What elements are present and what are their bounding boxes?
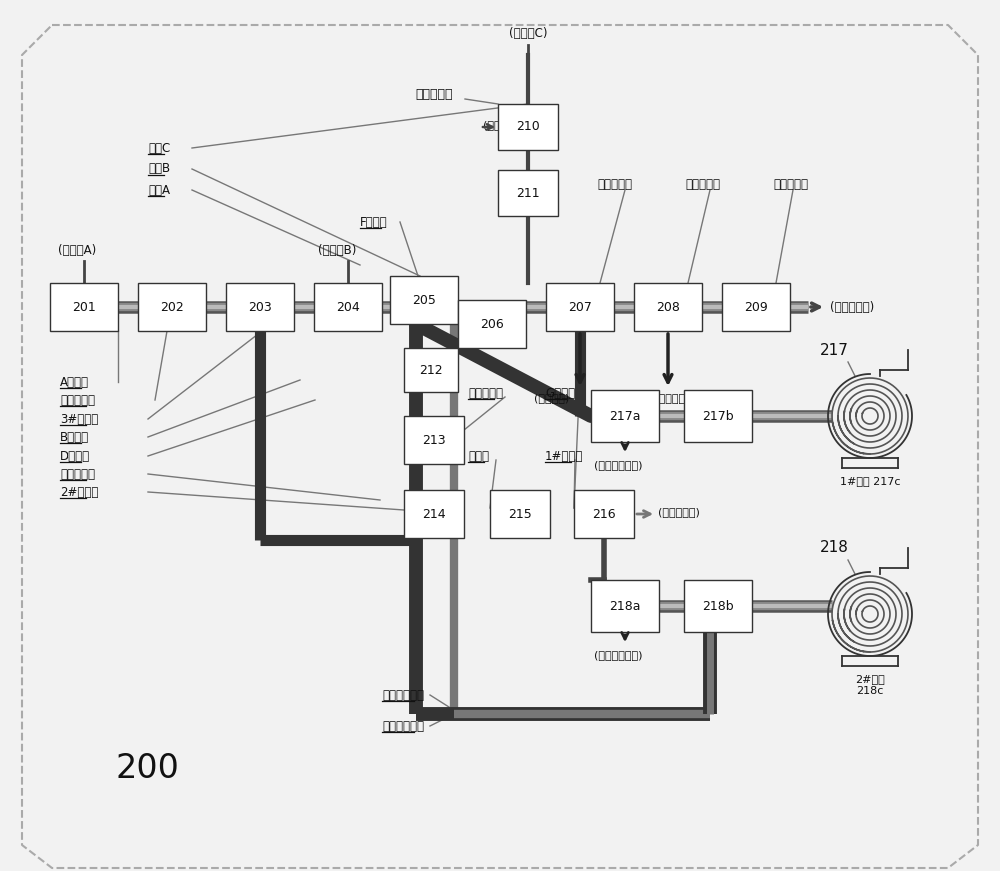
- Bar: [591, 580, 659, 632]
- Text: 路径B: 路径B: [148, 163, 170, 175]
- Text: 218b: 218b: [702, 599, 734, 612]
- Text: 2#风机
218c: 2#风机 218c: [855, 674, 885, 696]
- Text: 路径A: 路径A: [148, 184, 170, 197]
- Text: 218a: 218a: [609, 599, 641, 612]
- Bar: [574, 490, 634, 538]
- Text: (铁回收口): (铁回收口): [534, 393, 569, 403]
- Bar: [498, 104, 558, 150]
- Bar: [498, 170, 558, 216]
- Bar: [138, 283, 206, 331]
- Text: 212: 212: [419, 363, 443, 376]
- Text: 210: 210: [516, 120, 540, 133]
- Text: 218: 218: [820, 540, 849, 555]
- Text: 217: 217: [820, 343, 849, 358]
- Text: 活性炭过滤器: 活性炭过滤器: [382, 719, 424, 733]
- Text: 211: 211: [516, 186, 540, 199]
- Text: 209: 209: [744, 300, 768, 314]
- Text: 磁选输送机: 磁选输送机: [685, 179, 720, 192]
- Text: 1#卸料机: 1#卸料机: [545, 449, 583, 463]
- Text: (玻璃回收口): (玻璃回收口): [658, 507, 700, 517]
- Text: (荧光粉回收口): (荧光粉回收口): [594, 460, 642, 470]
- Bar: [404, 348, 458, 392]
- Text: 布袋式除尘器: 布袋式除尘器: [382, 688, 424, 701]
- Bar: [404, 490, 464, 538]
- Text: 216: 216: [592, 508, 616, 521]
- Text: 201: 201: [72, 300, 96, 314]
- Text: D输送带: D输送带: [60, 449, 90, 463]
- Text: 203: 203: [248, 300, 272, 314]
- Bar: [458, 300, 526, 348]
- Text: (有色金属回收口): (有色金属回收口): [641, 393, 696, 403]
- Text: 214: 214: [422, 508, 446, 521]
- Text: G输送机: G输送机: [545, 387, 575, 400]
- Text: 205: 205: [412, 294, 436, 307]
- Text: 3#卸料机: 3#卸料机: [60, 413, 98, 426]
- Text: 汞灯破壳机: 汞灯破壳机: [415, 89, 452, 102]
- Bar: [226, 283, 294, 331]
- Text: 208: 208: [656, 300, 680, 314]
- Text: 202: 202: [160, 300, 184, 314]
- Text: (塑料回收口): (塑料回收口): [830, 300, 874, 314]
- Bar: [390, 276, 458, 324]
- Text: A输送带: A输送带: [60, 375, 89, 388]
- Text: 锤式破碎机: 锤式破碎机: [60, 468, 95, 481]
- Text: F输送机: F输送机: [360, 215, 388, 228]
- Text: (投料口C): (投料口C): [509, 27, 547, 40]
- Text: （汞回收）: （汞回收）: [714, 405, 747, 415]
- Bar: [546, 283, 614, 331]
- Bar: [50, 283, 118, 331]
- Bar: [722, 283, 790, 331]
- Text: 204: 204: [336, 300, 360, 314]
- Text: 206: 206: [480, 318, 504, 330]
- Text: B输送带: B输送带: [60, 430, 89, 443]
- Text: 217b: 217b: [702, 409, 734, 422]
- Bar: [684, 390, 752, 442]
- Text: (荧光粉回收口): (荧光粉回收口): [594, 650, 642, 660]
- Text: 215: 215: [508, 508, 532, 521]
- Text: (投料口A): (投料口A): [58, 244, 96, 257]
- Bar: [314, 283, 382, 331]
- Text: (玻璃回收口): (玻璃回收口): [483, 120, 525, 130]
- Text: (投料口B): (投料口B): [318, 244, 356, 257]
- Bar: [684, 580, 752, 632]
- Text: 横刀破碎机: 横刀破碎机: [60, 394, 95, 407]
- Text: 滚筒破碎机: 滚筒破碎机: [468, 387, 503, 400]
- Text: 金属破碎机: 金属破碎机: [597, 179, 632, 192]
- Text: 清洗机: 清洗机: [468, 449, 489, 463]
- Text: 涡流分选机: 涡流分选机: [773, 179, 808, 192]
- Text: 路径C: 路径C: [148, 141, 170, 154]
- Text: 200: 200: [115, 752, 179, 785]
- Bar: [490, 490, 550, 538]
- Text: 207: 207: [568, 300, 592, 314]
- Text: 213: 213: [422, 434, 446, 447]
- Text: （汞回收）: （汞回收）: [714, 595, 747, 605]
- Text: 217a: 217a: [609, 409, 641, 422]
- Bar: [404, 416, 464, 464]
- Text: 1#风机 217c: 1#风机 217c: [840, 476, 900, 486]
- Text: 2#卸料机: 2#卸料机: [60, 485, 98, 498]
- Bar: [591, 390, 659, 442]
- Bar: [634, 283, 702, 331]
